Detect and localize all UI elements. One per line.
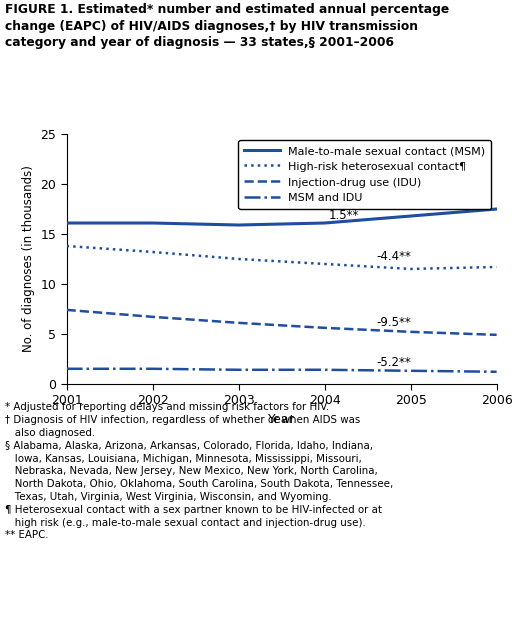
Text: -5.2**: -5.2** [376, 356, 411, 369]
Y-axis label: No. of diagnoses (in thousands): No. of diagnoses (in thousands) [22, 165, 35, 353]
Legend: Male-to-male sexual contact (MSM), High-risk heterosexual contact¶, Injection-dr: Male-to-male sexual contact (MSM), High-… [239, 140, 491, 209]
X-axis label: Year: Year [268, 412, 295, 426]
Text: -4.4**: -4.4** [376, 250, 411, 263]
Text: 1.5**: 1.5** [329, 209, 359, 222]
Text: FIGURE 1. Estimated* number and estimated annual percentage
change (EAPC) of HIV: FIGURE 1. Estimated* number and estimate… [5, 3, 450, 49]
Text: * Adjusted for reporting delays and missing risk factors for HIV.
† Diagnosis of: * Adjusted for reporting delays and miss… [5, 402, 393, 540]
Text: -9.5**: -9.5** [376, 316, 411, 329]
